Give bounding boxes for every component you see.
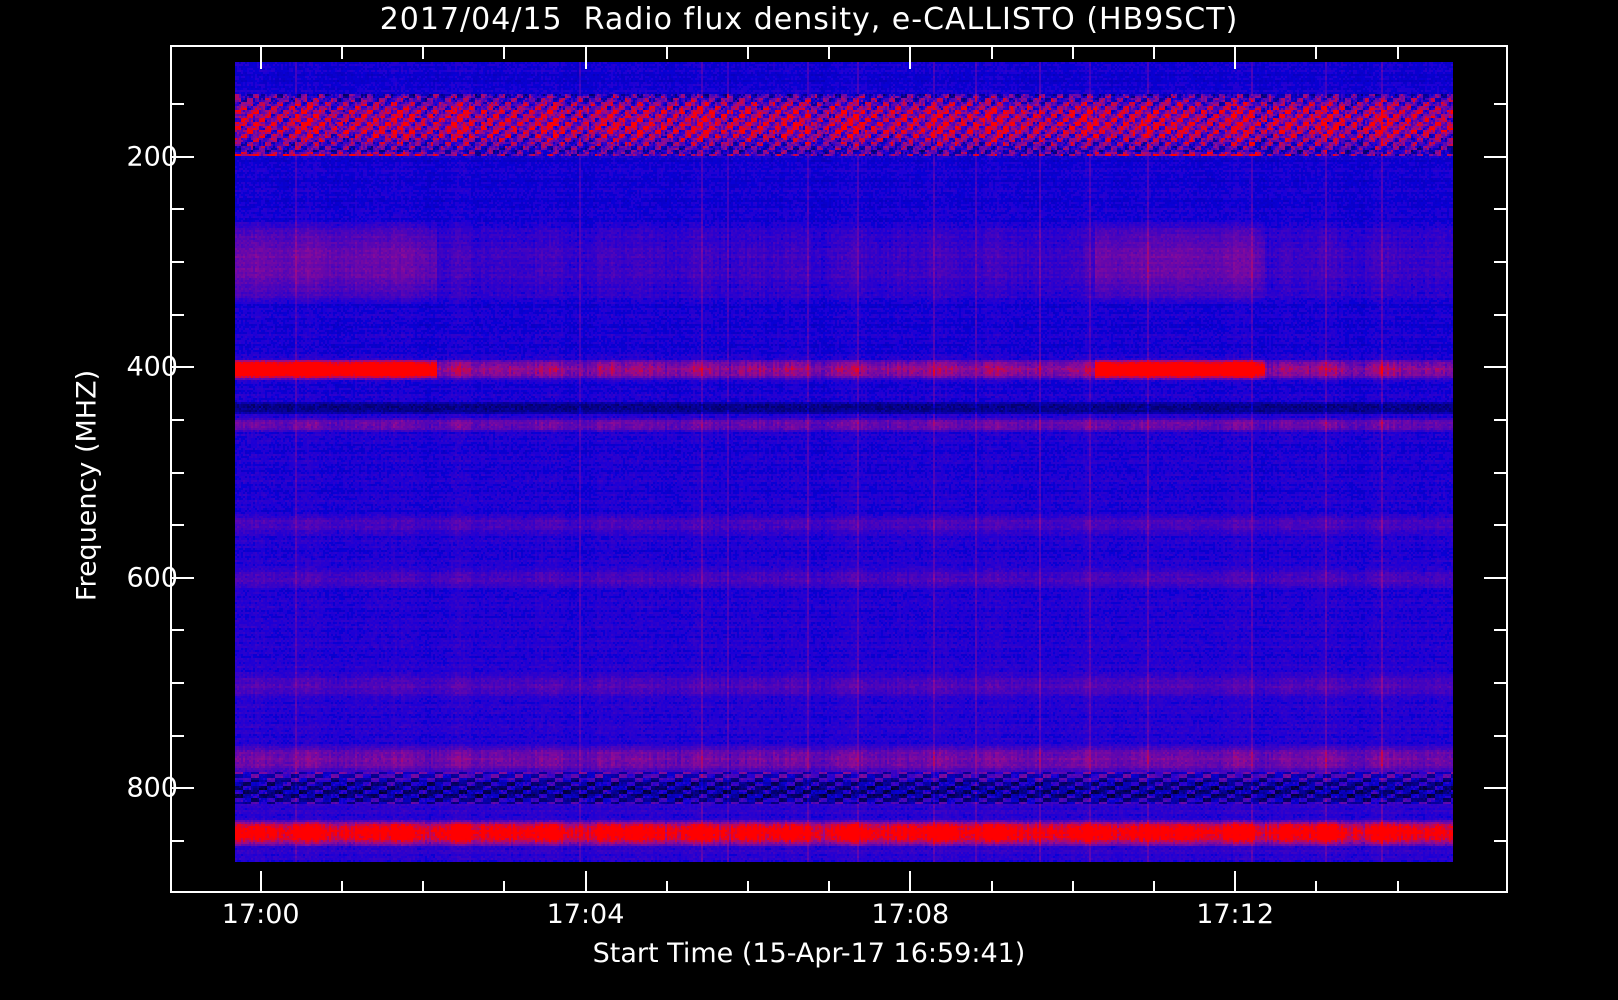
x-tick-minor-2 [422,881,425,893]
page-title: 2017/04/15 Radio flux density, e-CALLIST… [379,2,1239,37]
x-tick-major-12 [1234,871,1237,893]
x-tick-minor-10 [1071,881,1074,893]
y-tick-minor-700 [172,682,184,685]
x-tick-top-13 [1315,47,1318,59]
y-tick-major-600 [172,576,194,579]
y-tick-label-600: 600 [126,562,178,594]
x-tick-top-12 [1234,47,1237,69]
x-tick-top-0 [259,47,262,69]
x-tick-top-14 [1396,47,1399,59]
y-tick-label-200: 200 [126,141,178,173]
spectrogram-canvas [235,62,1453,862]
plot-frame [170,45,1508,893]
y-tick-right-200 [1484,155,1506,158]
x-tick-major-4 [584,871,587,893]
x-tick-minor-14 [1396,881,1399,893]
y-tick-minor-850 [172,839,184,842]
y-tick-major-200 [172,155,194,158]
x-tick-top-5 [665,47,668,59]
y-tick-label-800: 800 [126,772,178,804]
x-tick-minor-6 [746,881,749,893]
y-tick-right-400 [1484,366,1506,369]
x-tick-top-2 [422,47,425,59]
y-tick-right-750 [1494,734,1506,737]
y-tick-right-500 [1494,471,1506,474]
x-tick-top-3 [503,47,506,59]
y-tick-right-150 [1494,103,1506,106]
y-tick-right-650 [1494,629,1506,632]
y-tick-minor-650 [172,629,184,632]
x-tick-minor-9 [990,881,993,893]
x-tick-label-17-00: 17:00 [221,899,300,930]
y-tick-right-700 [1494,682,1506,685]
y-tick-right-250 [1494,208,1506,211]
y-tick-minor-550 [172,524,184,527]
x-tick-major-0 [259,871,262,893]
y-tick-label-400: 400 [126,351,178,383]
x-tick-minor-3 [503,881,506,893]
y-tick-minor-350 [172,313,184,316]
x-tick-label-17-08: 17:08 [871,899,950,930]
y-tick-major-800 [172,787,194,790]
spectrogram-image [235,62,1453,862]
x-tick-minor-1 [340,881,343,893]
y-tick-minor-150 [172,103,184,106]
y-tick-right-450 [1494,418,1506,421]
x-tick-top-8 [909,47,912,69]
y-tick-minor-450 [172,418,184,421]
y-tick-minor-250 [172,208,184,211]
y-tick-right-350 [1494,313,1506,316]
x-axis-title: Start Time (15-Apr-17 16:59:41) [592,938,1026,969]
x-tick-top-7 [828,47,831,59]
y-axis-title: Frequency (MHZ) [71,369,103,602]
y-tick-minor-500 [172,471,184,474]
y-tick-major-400 [172,366,194,369]
x-tick-minor-11 [1152,881,1155,893]
x-tick-top-6 [746,47,749,59]
y-tick-right-600 [1484,576,1506,579]
x-tick-minor-5 [665,881,668,893]
x-tick-top-1 [340,47,343,59]
x-tick-label-17-04: 17:04 [546,899,625,930]
x-tick-top-10 [1071,47,1074,59]
x-tick-major-8 [909,871,912,893]
y-tick-minor-750 [172,734,184,737]
x-tick-top-11 [1152,47,1155,59]
x-tick-minor-13 [1315,881,1318,893]
y-tick-right-800 [1484,787,1506,790]
x-tick-top-9 [990,47,993,59]
y-tick-minor-300 [172,261,184,263]
y-tick-right-300 [1494,261,1506,263]
x-tick-label-17-12: 17:12 [1196,899,1275,930]
y-tick-right-850 [1494,839,1506,842]
x-tick-top-4 [584,47,587,69]
x-tick-minor-7 [828,881,831,893]
y-tick-right-550 [1494,524,1506,527]
